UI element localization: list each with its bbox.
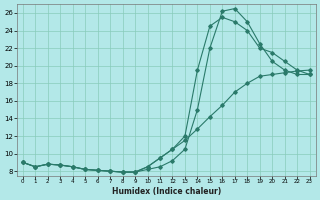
X-axis label: Humidex (Indice chaleur): Humidex (Indice chaleur) [112, 187, 221, 196]
